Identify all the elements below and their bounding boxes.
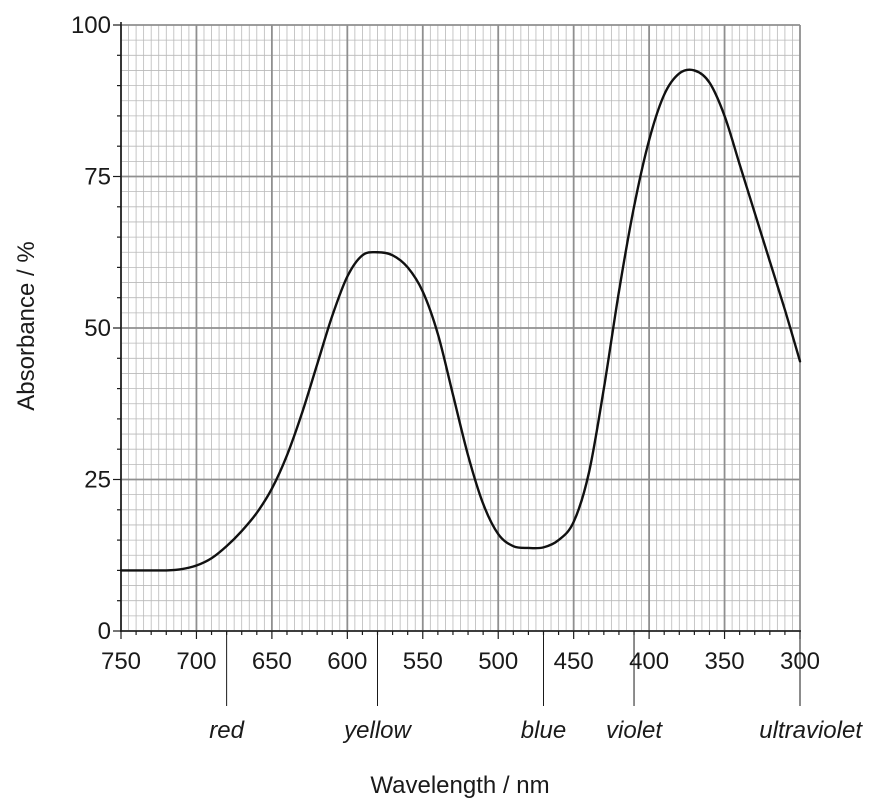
colour-band-label-blue: blue (521, 717, 566, 744)
colour-band-label-violet: violet (606, 717, 663, 744)
colour-band-label-ultraviolet: ultraviolet (759, 717, 863, 744)
colour-band-markers: red yellow blue violet ultraviolet (209, 631, 863, 744)
x-tick-label: 650 (252, 648, 292, 675)
x-axis-label: Wavelength / nm (370, 772, 549, 799)
x-tick-label: 700 (176, 648, 216, 675)
colour-band-label-red: red (209, 717, 244, 744)
x-tick-label: 550 (403, 648, 443, 675)
y-tick-label: 50 (84, 315, 111, 342)
x-tick-label: 500 (478, 648, 518, 675)
y-axis-ticks: 0 25 50 75 100 (71, 12, 121, 645)
major-gridlines (120, 24, 801, 632)
axes (120, 22, 801, 632)
x-tick-label: 600 (327, 648, 367, 675)
y-tick-label: 100 (71, 12, 111, 39)
absorbance-series-line (119, 68, 802, 572)
series-layer (119, 68, 802, 572)
x-tick-label: 350 (705, 648, 745, 675)
y-tick-label: 75 (84, 164, 111, 191)
x-tick-label: 450 (554, 648, 594, 675)
x-tick-label: 750 (101, 648, 141, 675)
colour-band-label-yellow: yellow (342, 717, 412, 744)
y-tick-label: 0 (98, 618, 111, 645)
x-axis-ticks: 750 700 650 600 550 500 450 400 350 300 (101, 631, 820, 675)
plot-area: 750 700 650 600 550 500 450 400 350 300 025507510… (71, 12, 863, 744)
x-tick-label: 400 (629, 648, 669, 675)
y-axis-label: Absorbance / % (13, 241, 40, 410)
y-tick-label: 25 (84, 467, 111, 494)
